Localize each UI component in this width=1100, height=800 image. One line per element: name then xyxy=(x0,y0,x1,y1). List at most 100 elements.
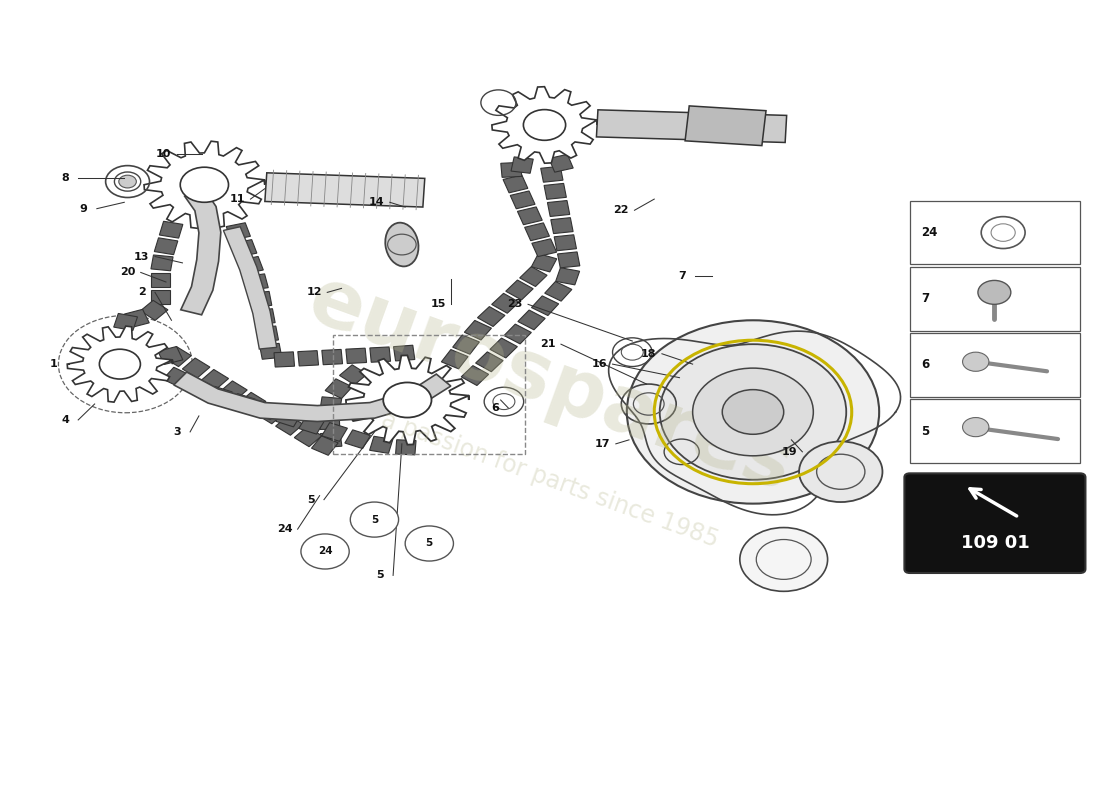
Text: 5: 5 xyxy=(921,425,929,438)
Polygon shape xyxy=(276,415,304,435)
Polygon shape xyxy=(556,268,580,285)
Polygon shape xyxy=(113,314,138,330)
Polygon shape xyxy=(370,347,390,362)
FancyBboxPatch shape xyxy=(910,399,1080,463)
Polygon shape xyxy=(253,401,278,420)
Polygon shape xyxy=(230,394,255,412)
Polygon shape xyxy=(512,157,534,174)
Polygon shape xyxy=(345,355,469,445)
Text: 13: 13 xyxy=(134,251,150,262)
Polygon shape xyxy=(276,408,301,427)
Polygon shape xyxy=(233,239,257,257)
Polygon shape xyxy=(299,415,324,434)
Text: 5: 5 xyxy=(307,494,315,505)
Polygon shape xyxy=(160,222,183,238)
Circle shape xyxy=(740,527,827,591)
Polygon shape xyxy=(554,234,576,250)
Polygon shape xyxy=(274,352,295,367)
Polygon shape xyxy=(320,432,342,448)
Polygon shape xyxy=(548,201,570,217)
Polygon shape xyxy=(477,306,505,326)
Polygon shape xyxy=(239,257,263,274)
Polygon shape xyxy=(265,173,425,207)
Polygon shape xyxy=(227,222,251,240)
Polygon shape xyxy=(492,294,519,314)
Polygon shape xyxy=(253,309,275,325)
Text: 9: 9 xyxy=(79,204,88,214)
Polygon shape xyxy=(441,350,469,369)
Circle shape xyxy=(180,167,229,202)
Polygon shape xyxy=(344,430,371,449)
Polygon shape xyxy=(174,372,451,422)
Polygon shape xyxy=(544,183,566,199)
Polygon shape xyxy=(492,86,597,163)
Circle shape xyxy=(350,502,398,537)
Polygon shape xyxy=(453,335,480,354)
Text: 1: 1 xyxy=(51,359,58,369)
Text: 8: 8 xyxy=(62,174,69,183)
Polygon shape xyxy=(245,274,268,290)
Circle shape xyxy=(723,390,783,434)
Text: 5: 5 xyxy=(376,570,384,580)
Polygon shape xyxy=(322,350,342,365)
Polygon shape xyxy=(239,392,266,412)
FancyBboxPatch shape xyxy=(910,267,1080,330)
Polygon shape xyxy=(340,365,367,385)
Circle shape xyxy=(962,418,989,437)
Polygon shape xyxy=(531,254,557,272)
Polygon shape xyxy=(151,273,170,286)
Circle shape xyxy=(99,350,141,379)
Circle shape xyxy=(693,368,813,456)
Polygon shape xyxy=(320,397,342,413)
Polygon shape xyxy=(596,110,786,142)
Text: 24: 24 xyxy=(277,524,293,534)
Polygon shape xyxy=(223,226,277,349)
Polygon shape xyxy=(257,404,285,424)
Polygon shape xyxy=(311,436,338,455)
Text: 18: 18 xyxy=(641,349,657,358)
Polygon shape xyxy=(180,189,221,315)
Polygon shape xyxy=(154,238,178,254)
Polygon shape xyxy=(183,358,210,378)
Text: 11: 11 xyxy=(230,194,245,204)
Text: 14: 14 xyxy=(368,198,385,207)
Text: 12: 12 xyxy=(306,287,322,298)
Polygon shape xyxy=(151,290,170,304)
Polygon shape xyxy=(510,191,535,209)
Polygon shape xyxy=(558,252,580,268)
Text: 10: 10 xyxy=(156,150,172,159)
Polygon shape xyxy=(220,381,248,401)
Text: 7: 7 xyxy=(678,271,685,282)
Text: 109 01: 109 01 xyxy=(960,534,1030,552)
Text: 3: 3 xyxy=(173,427,180,437)
Circle shape xyxy=(524,110,565,140)
Polygon shape xyxy=(503,175,528,193)
Polygon shape xyxy=(517,207,542,225)
Text: eurospares: eurospares xyxy=(297,260,803,508)
Polygon shape xyxy=(490,338,517,358)
Polygon shape xyxy=(124,310,150,327)
Polygon shape xyxy=(164,346,191,366)
Circle shape xyxy=(627,320,879,504)
Polygon shape xyxy=(475,352,503,372)
Circle shape xyxy=(978,281,1011,304)
Text: 6: 6 xyxy=(921,358,929,371)
Text: 20: 20 xyxy=(120,267,135,278)
Polygon shape xyxy=(396,440,416,455)
Text: 7: 7 xyxy=(921,292,929,306)
Text: 4: 4 xyxy=(62,415,69,425)
Circle shape xyxy=(962,352,989,371)
Polygon shape xyxy=(549,154,573,172)
Polygon shape xyxy=(207,386,232,405)
Text: 5: 5 xyxy=(371,514,378,525)
Polygon shape xyxy=(298,350,319,366)
Text: 22: 22 xyxy=(614,206,629,215)
Polygon shape xyxy=(260,343,282,359)
Polygon shape xyxy=(184,378,211,397)
Polygon shape xyxy=(370,436,393,454)
Circle shape xyxy=(405,526,453,561)
Polygon shape xyxy=(519,266,547,286)
Circle shape xyxy=(301,534,349,569)
Circle shape xyxy=(799,442,882,502)
Polygon shape xyxy=(201,370,229,390)
